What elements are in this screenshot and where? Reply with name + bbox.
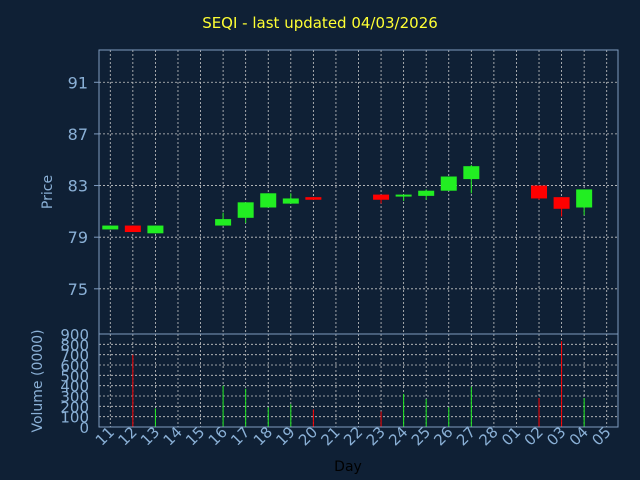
volume-panel-frame: [98, 333, 619, 428]
candle-body: [418, 190, 435, 196]
price-y-tick-label: 91: [68, 73, 88, 92]
price-y-tick-label: 87: [68, 125, 88, 144]
volume-y-tick-label: 700: [60, 347, 89, 365]
price-y-tick-label: 75: [68, 280, 88, 299]
candle-body: [282, 198, 299, 204]
volume-y-tick-label: 600: [60, 357, 89, 375]
volume-y-tick-label: 0: [79, 419, 89, 437]
candle-body: [124, 225, 141, 233]
volume-axis-label: Volume (0000): [30, 329, 46, 432]
volume-grid: [99, 334, 618, 427]
volume-y-tick-label: 100: [60, 409, 89, 427]
candle-body: [463, 166, 480, 180]
candle-body: [260, 193, 277, 208]
price-y-tick-label: 79: [68, 228, 88, 247]
volume-y-tick-label: 300: [60, 388, 89, 406]
volume-y-tick-label: 500: [60, 367, 89, 385]
candle-body: [553, 197, 570, 209]
volume-y-tick-label: 800: [60, 336, 89, 354]
price-candles: [102, 164, 593, 234]
candle-body: [237, 202, 254, 218]
candle-body: [440, 176, 457, 191]
volume-bars: [132, 341, 585, 427]
price-y-tick-labels: 75 79 83 87 91: [68, 73, 99, 299]
volume-y-tick-label: 400: [60, 378, 89, 396]
candle-body: [147, 225, 164, 234]
candle-body: [215, 219, 232, 226]
candle-body: [531, 185, 548, 199]
volume-y-tick-label: 200: [60, 398, 89, 416]
x-tick-labels: 1112131415161718192021222324252627280102…: [92, 423, 615, 449]
chart-title: SEQI - last updated 04/03/2026: [202, 14, 438, 32]
x-axis-label: Day: [334, 459, 362, 475]
candle-body: [576, 189, 593, 208]
price-y-tick-label: 83: [68, 177, 88, 196]
volume-y-tick-label: 900: [60, 326, 89, 344]
candle-body: [305, 197, 322, 200]
candle-body: [395, 194, 412, 197]
candle-body: [373, 194, 390, 200]
candle-body: [102, 225, 119, 230]
price-axis-label: Price: [40, 175, 56, 209]
